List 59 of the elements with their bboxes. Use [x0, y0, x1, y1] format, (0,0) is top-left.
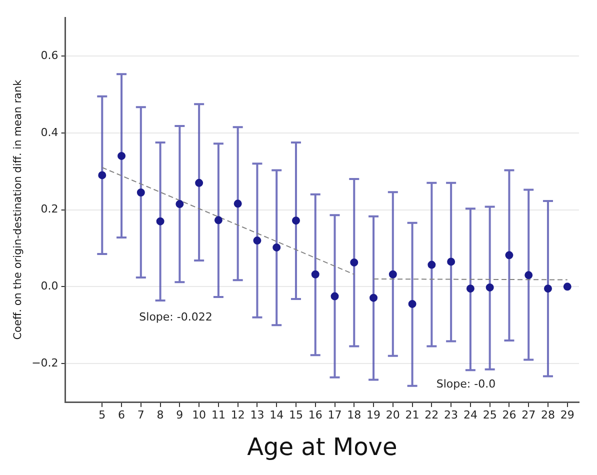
y-tick-label: 0.2 — [40, 202, 58, 216]
x-tick-label: 10 — [192, 408, 206, 422]
x-tick-label: 9 — [176, 408, 184, 422]
point — [505, 251, 514, 260]
point — [272, 243, 281, 252]
x-tick-label: 18 — [347, 408, 362, 422]
point — [214, 216, 222, 224]
point — [447, 258, 456, 266]
x-tick-label: 11 — [211, 408, 226, 422]
point — [118, 152, 126, 160]
x-tick-label: 21 — [405, 408, 420, 422]
point — [195, 178, 204, 187]
x-tick-label: 29 — [560, 408, 574, 422]
x-tick-label: 6 — [118, 408, 126, 422]
y-tick-label: 0.4 — [40, 126, 58, 139]
y-tick-label: 0.6 — [40, 48, 58, 62]
x-tick-label: 19 — [366, 408, 381, 422]
x-tick-label: 24 — [463, 408, 478, 422]
point — [330, 292, 339, 300]
x-tick-label: 12 — [230, 408, 245, 422]
y-tick-label: 0.0 — [40, 280, 58, 293]
y-tick-label: −0.2 — [32, 356, 58, 370]
y-axis-title: Coeff. on the origin-destination diff. in mean rank — [12, 78, 24, 340]
point — [544, 284, 552, 293]
x-tick-label: 26 — [502, 408, 516, 422]
x-axis-title: Age at Move — [247, 432, 398, 461]
x-tick-label: 23 — [444, 408, 458, 422]
point — [408, 300, 416, 308]
point — [350, 258, 358, 266]
point — [136, 188, 145, 196]
point — [253, 236, 262, 245]
point — [563, 282, 572, 291]
point — [292, 216, 300, 225]
x-tick-label: 13 — [250, 408, 264, 422]
x-tick-label: 14 — [270, 408, 284, 422]
annotation: Slope: -0.022 — [139, 310, 212, 324]
x-tick-label: 5 — [98, 408, 106, 422]
x-tick-label: 25 — [482, 408, 497, 422]
x-tick-label: 20 — [386, 408, 400, 422]
point — [234, 200, 242, 208]
point — [466, 284, 474, 293]
annotation: Slope: -0.0 — [436, 378, 496, 391]
x-tick-label: 7 — [137, 408, 144, 422]
x-tick-label: 28 — [540, 408, 555, 422]
point — [486, 283, 494, 292]
point — [176, 200, 184, 208]
point — [428, 260, 436, 269]
point — [524, 271, 533, 280]
x-tick-label: 17 — [328, 408, 342, 422]
point — [370, 294, 378, 302]
x-tick-label: 16 — [308, 408, 322, 422]
x-tick-label: 22 — [424, 408, 439, 422]
point — [98, 171, 106, 180]
x-tick-label: 8 — [156, 408, 164, 422]
x-tick-label: 27 — [522, 408, 536, 422]
x-tick-label: 15 — [288, 408, 303, 422]
point — [388, 270, 397, 278]
point — [311, 270, 320, 278]
point — [156, 217, 164, 226]
